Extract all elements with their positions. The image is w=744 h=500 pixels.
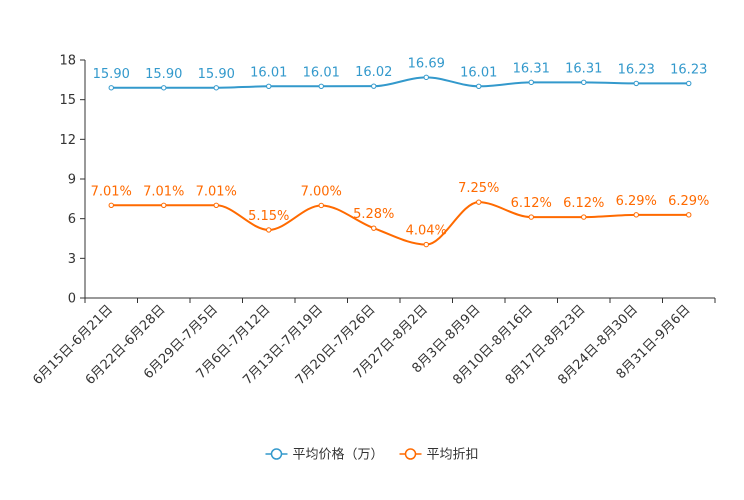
data-labels: 15.90 15.90 15.90 16.01 16.01 16.02 16.69 16.01…: [91, 56, 710, 238]
legend-item-1[interactable]: 平均折扣: [399, 448, 479, 463]
data-point-1-0[interactable]: [108, 202, 114, 209]
legend-marker-icon: [404, 448, 417, 460]
legend-item-0[interactable]: 平均价格（万）: [265, 447, 384, 463]
data-point-1-8[interactable]: [528, 214, 534, 220]
data-point-1-1[interactable]: [161, 202, 167, 209]
data-label-0-3: 16.01: [250, 65, 287, 80]
data-label-1-6: 4.04%: [406, 224, 447, 239]
data-label-1-2: 7.01%: [196, 184, 237, 199]
data-label-1-7: 7.25%: [458, 181, 499, 196]
data-point-1-5[interactable]: [371, 225, 377, 231]
data-point-0-7[interactable]: [476, 83, 482, 90]
y-tick-label: 15: [59, 93, 76, 108]
data-label-1-4: 7.00%: [301, 184, 342, 199]
data-point-1-11[interactable]: [686, 212, 692, 218]
data-label-1-3: 5.15%: [248, 209, 289, 224]
data-point-1-7[interactable]: [476, 199, 482, 205]
y-tick-label: 3: [68, 252, 76, 267]
data-point-0-4[interactable]: [318, 83, 324, 90]
data-label-0-1: 15.90: [145, 67, 182, 82]
data-label-1-0: 7.01%: [91, 184, 132, 199]
data-label-0-11: 16.23: [670, 62, 707, 77]
legend[interactable]: 平均价格（万） 平均折扣: [265, 447, 479, 463]
data-label-1-10: 6.29%: [616, 194, 657, 209]
data-label-1-9: 6.12%: [563, 196, 604, 211]
legend-marker-icon: [270, 448, 283, 460]
y-tick-label: 9: [68, 173, 76, 188]
data-label-0-7: 16.01: [460, 65, 497, 80]
data-label-1-5: 5.28%: [353, 207, 394, 222]
data-point-0-2[interactable]: [213, 85, 219, 91]
data-label-0-9: 16.31: [565, 61, 602, 76]
data-point-0-0[interactable]: [108, 85, 114, 91]
data-label-0-5: 16.02: [355, 65, 392, 80]
y-tick-label: 6: [68, 212, 76, 227]
data-point-0-10[interactable]: [633, 80, 639, 87]
data-label-0-8: 16.31: [513, 61, 550, 76]
data-point-1-4[interactable]: [318, 202, 324, 209]
data-point-1-10[interactable]: [633, 212, 639, 218]
data-point-0-6[interactable]: [423, 74, 429, 81]
data-point-1-2[interactable]: [213, 202, 219, 209]
data-point-1-6[interactable]: [423, 241, 429, 248]
data-point-0-5[interactable]: [371, 83, 377, 89]
y-tick-label: 18: [59, 54, 76, 69]
data-point-0-1[interactable]: [161, 85, 167, 91]
data-label-1-8: 6.12%: [511, 196, 552, 211]
data-label-1-11: 6.29%: [668, 194, 709, 209]
y-tick-label: 0: [68, 292, 76, 307]
series-lines: [108, 74, 692, 248]
data-point-0-8[interactable]: [528, 79, 534, 86]
data-point-0-9[interactable]: [581, 79, 587, 86]
data-label-1-1: 7.01%: [143, 184, 184, 199]
series-line-0: [111, 76, 689, 89]
data-label-0-2: 15.90: [198, 67, 235, 82]
data-label-0-0: 15.90: [93, 67, 130, 82]
data-label-0-10: 16.23: [618, 62, 655, 77]
y-tick-label: 12: [59, 133, 76, 148]
legend-label: 平均折扣: [427, 448, 479, 463]
data-point-0-11[interactable]: [686, 80, 692, 87]
data-point-0-3[interactable]: [266, 83, 272, 90]
data-label-0-6: 16.69: [408, 56, 445, 71]
data-point-1-3[interactable]: [266, 227, 272, 233]
data-point-1-9[interactable]: [581, 214, 587, 220]
legend-label: 平均价格（万）: [292, 447, 383, 463]
data-label-0-4: 16.01: [303, 65, 340, 80]
